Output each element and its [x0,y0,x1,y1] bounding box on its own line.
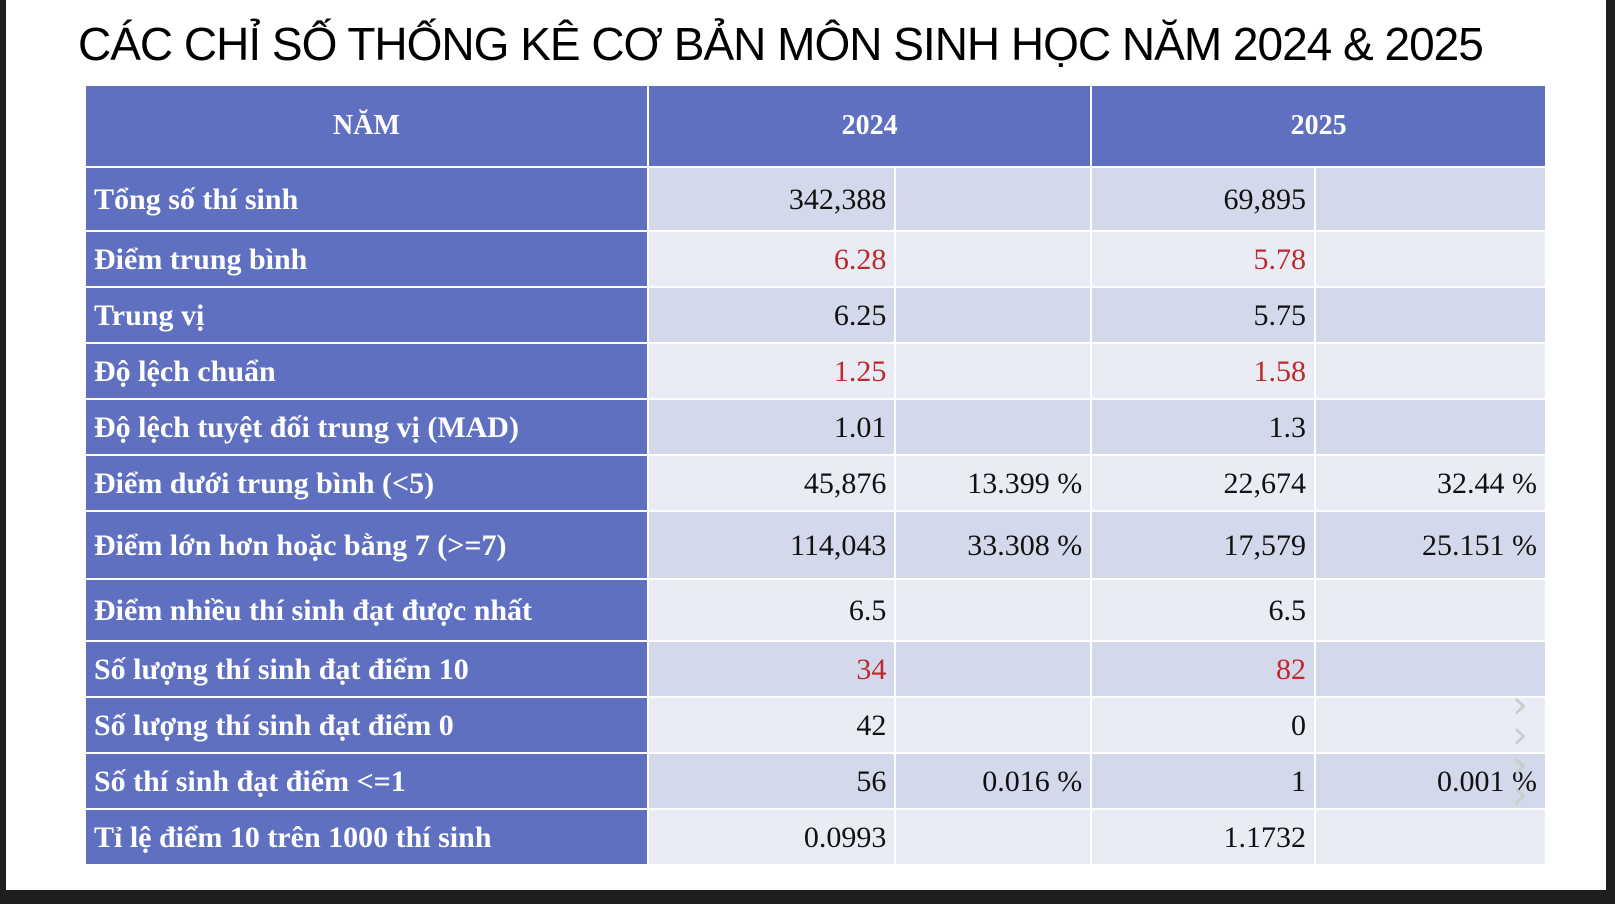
value-2025: 1.3 [1090,398,1317,456]
percent-2025 [1314,640,1547,698]
percent-2024 [894,342,1093,400]
edge-decoration-icon: › › › › [1512,682,1528,818]
value-2025: 5.78 [1090,230,1317,288]
value-2024: 6.28 [646,230,897,288]
table-row: Điểm dưới trung bình (<5) 45,876 13.399 % 2… [84,454,1547,512]
table-row: Điểm trung bình 6.28 5.78 [84,230,1547,288]
value-2025: 1.58 [1090,342,1317,400]
table-row: Số thí sinh đạt điểm <=1 56 0.016 % 1 0.001 … [84,752,1547,810]
percent-2024 [894,166,1093,232]
row-label: Trung vị [84,286,649,344]
value-2024: 0.0993 [646,808,897,866]
percent-2024: 0.016 % [894,752,1093,810]
percent-2024 [894,696,1093,754]
value-2024: 45,876 [646,454,897,512]
value-2025: 17,579 [1090,510,1317,580]
percent-2024: 33.308 % [894,510,1093,580]
percent-2025 [1314,398,1547,456]
table-row: Trung vị 6.25 5.75 [84,286,1547,344]
row-label: Tỉ lệ điểm 10 trên 1000 thí sinh [84,808,649,866]
page-title: CÁC CHỈ SỐ THỐNG KÊ CƠ BẢN MÔN SINH HỌC … [78,18,1484,70]
value-2025: 6.5 [1090,578,1317,642]
row-label: Tổng số thí sinh [84,166,649,232]
percent-2024 [894,286,1093,344]
row-label: Điểm dưới trung bình (<5) [84,454,649,512]
row-label: Điểm nhiều thí sinh đạt được nhất [84,578,649,642]
row-label: Số thí sinh đạt điểm <=1 [84,752,649,810]
table-row: Số lượng thí sinh đạt điểm 0 42 0 [84,696,1547,754]
value-2024: 1.01 [646,398,897,456]
value-2025: 5.75 [1090,286,1317,344]
header-2025: 2025 [1090,84,1547,168]
value-2024: 114,043 [646,510,897,580]
percent-2025: 32.44 % [1314,454,1547,512]
value-2024: 1.25 [646,342,897,400]
percent-2025: 0.001 % [1314,752,1547,810]
percent-2025 [1314,230,1547,288]
percent-2024 [894,578,1093,642]
table-row: Tổng số thí sinh 342,388 69,895 [84,166,1547,232]
header-year-label: NĂM [84,84,649,168]
table-row: Điểm nhiều thí sinh đạt được nhất 6.5 6.5 [84,578,1547,642]
percent-2025 [1314,286,1547,344]
header-2024: 2024 [646,84,1093,168]
table-row: Số lượng thí sinh đạt điểm 10 34 82 [84,640,1547,698]
value-2024: 6.25 [646,286,897,344]
table-row: Độ lệch tuyệt đối trung vị (MAD) 1.01 1.3 [84,398,1547,456]
row-label: Số lượng thí sinh đạt điểm 10 [84,640,649,698]
value-2025: 0 [1090,696,1317,754]
value-2025: 82 [1090,640,1317,698]
table-header-row: NĂM 2024 2025 [84,84,1547,168]
percent-2025 [1314,342,1547,400]
percent-2024 [894,808,1093,866]
value-2024: 6.5 [646,578,897,642]
percent-2024 [894,230,1093,288]
percent-2024 [894,398,1093,456]
table-row: Độ lệch chuẩn 1.25 1.58 [84,342,1547,400]
row-label: Điểm lớn hơn hoặc bằng 7 (>=7) [84,510,649,580]
value-2024: 34 [646,640,897,698]
value-2024: 42 [646,696,897,754]
slide: CÁC CHỈ SỐ THỐNG KÊ CƠ BẢN MÔN SINH HỌC … [6,0,1606,890]
percent-2024: 13.399 % [894,454,1093,512]
percent-2025 [1314,166,1547,232]
percent-2025 [1314,808,1547,866]
percent-2025: 25.151 % [1314,510,1547,580]
value-2024: 56 [646,752,897,810]
value-2025: 22,674 [1090,454,1317,512]
percent-2025 [1314,578,1547,642]
value-2025: 1 [1090,752,1317,810]
table-row: Điểm lớn hơn hoặc bằng 7 (>=7) 114,043 33.… [84,510,1547,580]
row-label: Điểm trung bình [84,230,649,288]
value-2025: 1.1732 [1090,808,1317,866]
row-label: Số lượng thí sinh đạt điểm 0 [84,696,649,754]
value-2024: 342,388 [646,166,897,232]
value-2025: 69,895 [1090,166,1317,232]
percent-2025 [1314,696,1547,754]
row-label: Độ lệch chuẩn [84,342,649,400]
row-label: Độ lệch tuyệt đối trung vị (MAD) [84,398,649,456]
table-row: Tỉ lệ điểm 10 trên 1000 thí sinh 0.0993 1.… [84,808,1547,866]
percent-2024 [894,640,1093,698]
stats-table: NĂM 2024 2025 Tổng số thí sinh 342,388 69,… [84,84,1547,866]
